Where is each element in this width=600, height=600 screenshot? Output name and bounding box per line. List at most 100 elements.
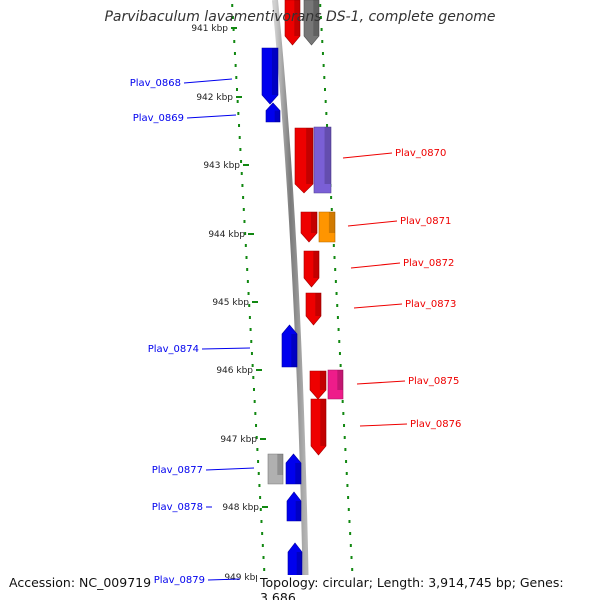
outer-scale-dot xyxy=(342,412,345,415)
gene-feature-plav-0869[interactable] xyxy=(265,102,281,123)
gene-label[interactable]: Plav_0874 xyxy=(148,344,199,355)
outer-scale-dot xyxy=(325,112,328,115)
gene-label[interactable]: Plav_0875 xyxy=(408,376,459,387)
gene-feature-plav-0875[interactable] xyxy=(327,369,344,400)
backbone-axis xyxy=(272,0,309,600)
outer-scale-dot xyxy=(350,556,353,559)
inner-scale-dot xyxy=(238,124,241,127)
inner-scale-dot xyxy=(259,496,262,499)
inner-scale-dot xyxy=(251,364,254,367)
gene-label[interactable]: Plav_0873 xyxy=(405,299,456,310)
gene-leader-line xyxy=(353,303,403,309)
topology-text: Topology: circular; Length: 3,914,745 bp… xyxy=(257,575,600,600)
gene-feature-plav-0868[interactable] xyxy=(261,47,279,105)
outer-scale-dot xyxy=(341,400,344,403)
inner-scale-dot xyxy=(250,352,253,355)
outer-scale-dot xyxy=(332,244,335,247)
gene-feature-plav-0873[interactable] xyxy=(305,292,322,326)
outer-scale-dot xyxy=(323,88,326,91)
gene-feature-gray-0877[interactable] xyxy=(267,453,284,485)
inner-scale-dot xyxy=(253,400,256,403)
outer-scale-dot xyxy=(345,460,348,463)
gene-label[interactable]: Plav_0870 xyxy=(395,148,446,159)
gene-feature-top-gray[interactable] xyxy=(303,0,320,46)
outer-scale-dot xyxy=(330,208,333,211)
inner-scale-dot xyxy=(263,568,266,571)
scale-tick-label: 942 kbp xyxy=(196,93,233,103)
gene-feature-plav-0876[interactable] xyxy=(310,398,327,456)
inner-scale-dot xyxy=(234,64,237,67)
gene-feature-plav-0870[interactable] xyxy=(313,126,332,194)
outer-scale-dot xyxy=(333,256,336,259)
inner-scale-dot xyxy=(249,328,252,331)
accession-text: Accession: NC_009719 xyxy=(9,575,155,590)
outer-scale-dot xyxy=(338,352,341,355)
inner-scale-dot xyxy=(233,40,236,43)
gene-label[interactable]: Plav_0878 xyxy=(152,502,203,513)
gene-label[interactable]: Plav_0871 xyxy=(400,216,451,227)
gene-label[interactable]: Plav_0879 xyxy=(154,575,205,586)
scale-tick-label: 946 kbp xyxy=(216,366,253,376)
gene-label[interactable]: Plav_0877 xyxy=(152,465,203,476)
inner-scale-dot xyxy=(238,136,241,139)
gene-label[interactable]: Plav_0869 xyxy=(133,113,184,124)
gene-leader-line xyxy=(201,347,251,350)
gene-leader-line xyxy=(356,380,406,385)
outer-scale-dot xyxy=(335,292,338,295)
gene-leader-line xyxy=(342,152,393,159)
outer-scale-dot xyxy=(349,544,352,547)
inner-scale-dot xyxy=(231,16,234,19)
inner-scale-dot xyxy=(241,184,244,187)
outer-scale-dot xyxy=(347,508,350,511)
inner-scale-dot xyxy=(254,412,257,415)
scale-tick-label: 947 kbp xyxy=(220,435,257,445)
scale-ticks: 941 kbp 942 kbp 943 kbp 944 kbp 945 kbp 946 k… xyxy=(191,24,270,583)
gene-feature-plav-0871[interactable] xyxy=(318,211,336,243)
outer-scale-dot xyxy=(346,484,349,487)
gene-feature-plav-0870-a[interactable] xyxy=(294,127,314,194)
outer-scale-dot xyxy=(319,16,322,19)
scale-tick-label: 943 kbp xyxy=(203,161,240,171)
gene-feature-plav-0872[interactable] xyxy=(303,250,320,288)
gene-label[interactable]: Plav_0876 xyxy=(410,419,461,430)
inner-scale-dot xyxy=(260,520,263,523)
outer-scale-dot xyxy=(343,424,346,427)
outer-scale-dot xyxy=(330,196,333,199)
gene-feature-plav-0871-a[interactable] xyxy=(300,211,318,243)
outer-scale-dot xyxy=(323,76,326,79)
inner-scale-dot xyxy=(261,532,264,535)
outer-scale-dot xyxy=(337,328,340,331)
outer-scale-dot xyxy=(348,520,351,523)
scale-tick-label: 944 kbp xyxy=(208,230,245,240)
outer-scale-dot xyxy=(336,316,339,319)
outer-scale-dot xyxy=(321,40,324,43)
inner-scale-dot xyxy=(233,52,236,55)
gene-feature-plav-0875-a[interactable] xyxy=(309,370,327,400)
gene-feature-plav-0878[interactable] xyxy=(286,491,302,522)
gene-feature-plav-0874[interactable] xyxy=(281,324,298,368)
inner-scale-dot xyxy=(235,88,238,91)
scale-tick-label: 948 kbp xyxy=(222,503,259,513)
inner-scale-dot xyxy=(245,256,248,259)
gene-labels: Plav_0868 Plav_0869 Plav_0874 Plav_0877 Plav… xyxy=(130,78,462,586)
inner-scale-dot xyxy=(243,220,246,223)
inner-scale-dot xyxy=(252,388,255,391)
gene-feature-plav-0877[interactable] xyxy=(285,453,302,485)
map-title: Parvibaculum lavamentivorans DS-1, compl… xyxy=(104,9,496,25)
inner-scale-dot xyxy=(242,208,245,211)
outer-scale-dot xyxy=(351,568,354,571)
gene-label[interactable]: Plav_0868 xyxy=(130,78,181,89)
inner-scale-dot xyxy=(257,460,260,463)
outer-scale-dot xyxy=(349,532,352,535)
gene-label[interactable]: Plav_0872 xyxy=(403,258,454,269)
gene-leader-line xyxy=(207,578,241,581)
inner-scale-dot xyxy=(239,148,242,151)
gene-feature-top-red[interactable] xyxy=(284,0,301,46)
inner-scale-dot xyxy=(244,232,247,235)
inner-scale-dot xyxy=(261,544,264,547)
inner-scale-dot xyxy=(256,448,259,451)
inner-scale-dot xyxy=(252,376,255,379)
outer-scale-dot xyxy=(344,448,347,451)
gene-leader-line xyxy=(186,114,237,119)
outer-scale-dot xyxy=(321,52,324,55)
